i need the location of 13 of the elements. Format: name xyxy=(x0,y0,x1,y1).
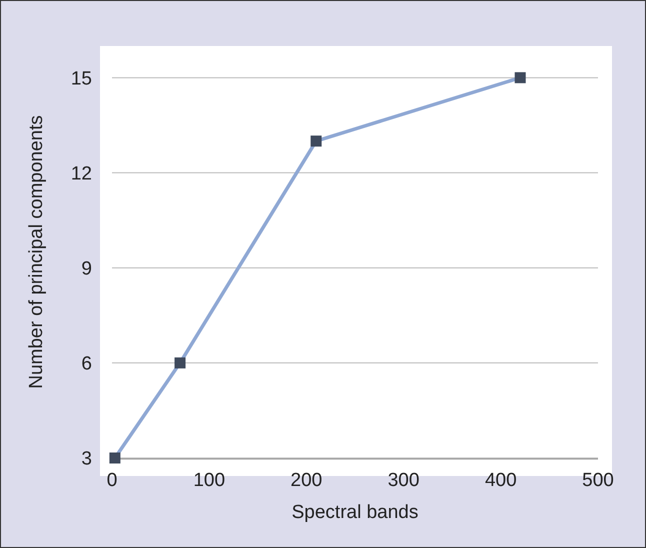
y-tick-label: 12 xyxy=(70,163,92,184)
x-tick-label: 500 xyxy=(582,470,614,491)
x-tick-label: 300 xyxy=(388,470,420,491)
y-tick-label: 6 xyxy=(81,354,92,375)
y-tick-label: 9 xyxy=(81,258,92,280)
y-tick-label: 3 xyxy=(81,448,92,470)
x-axis-title: Spectral bands xyxy=(292,502,418,523)
y-axis-title: Number of principal components xyxy=(26,115,47,389)
x-tick-label: 200 xyxy=(290,470,322,491)
y-tick-label: 15 xyxy=(70,68,92,90)
x-tick-label: 100 xyxy=(193,470,226,491)
x-tick-label: 0 xyxy=(106,470,118,491)
x-tick-label: 400 xyxy=(484,470,517,491)
